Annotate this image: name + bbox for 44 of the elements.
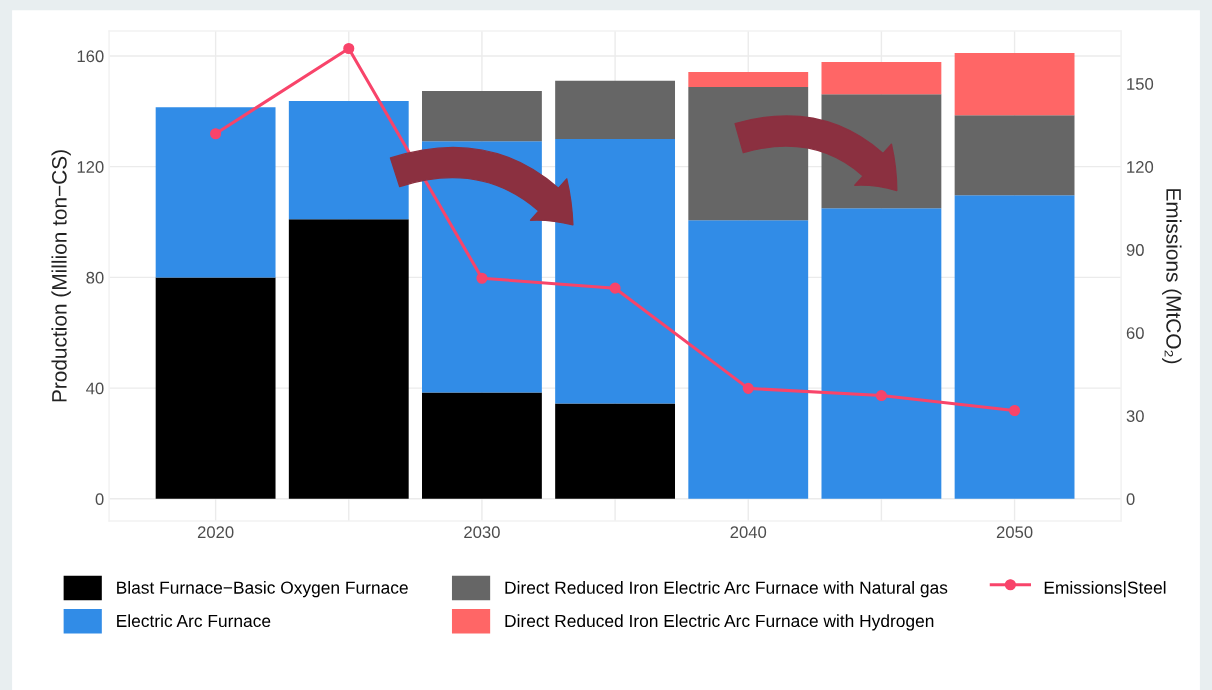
legend-label: Direct Reduced Iron Electric Arc Furnace with Natural gas — [505, 581, 948, 598]
x-tick-label: 2050 — [996, 526, 1033, 539]
bar — [821, 208, 942, 499]
y-tick-label: 40 — [86, 382, 104, 395]
bar — [155, 107, 276, 278]
point — [210, 128, 222, 140]
bar — [555, 403, 676, 499]
y2-tick-label: 30 — [1126, 410, 1144, 422]
point — [476, 272, 488, 284]
y2-tick-label: 150 — [1127, 78, 1154, 90]
y-tick-label: 80 — [86, 271, 104, 284]
y-tick-label: 0 — [95, 493, 104, 506]
y-tick-label: 120 — [77, 161, 104, 173]
legend-label: Direct Reduced Iron Electric Arc Furnace with Hydrogen — [505, 614, 934, 631]
bar — [422, 392, 542, 499]
bar — [688, 220, 809, 499]
legend-label: Electric Arc Furnace — [117, 614, 271, 628]
y-axis-title: Production (Million ton−CS) — [51, 150, 71, 402]
bar — [821, 62, 942, 95]
point — [875, 390, 887, 402]
bar — [954, 195, 1075, 499]
y2-tick-label: 60 — [1126, 327, 1144, 339]
bar — [688, 72, 809, 87]
point — [742, 382, 754, 394]
x-tick-label: 2020 — [197, 526, 234, 539]
bar — [555, 80, 676, 139]
y2-axis-title: Emissions (MtCO₂) — [1162, 189, 1182, 364]
bar — [555, 138, 676, 404]
y2-tick-label: 0 — [1126, 493, 1135, 506]
x-tick-label: 2030 — [464, 526, 500, 539]
y-tick-label: 160 — [77, 50, 104, 63]
y2-tick-label: 90 — [1126, 244, 1144, 256]
bar — [422, 91, 542, 142]
point — [609, 282, 621, 294]
bar — [954, 115, 1075, 196]
x-tick-label: 2040 — [730, 526, 767, 539]
bar — [288, 219, 409, 499]
bar — [954, 52, 1075, 116]
legend-label: Blast Furnace−Basic Oxygen Furnace — [117, 581, 408, 598]
legend-label: Emissions|Steel — [1044, 581, 1166, 598]
bar — [155, 277, 276, 499]
point — [1009, 404, 1021, 417]
point — [343, 42, 355, 55]
y2-tick-label: 120 — [1127, 161, 1154, 173]
